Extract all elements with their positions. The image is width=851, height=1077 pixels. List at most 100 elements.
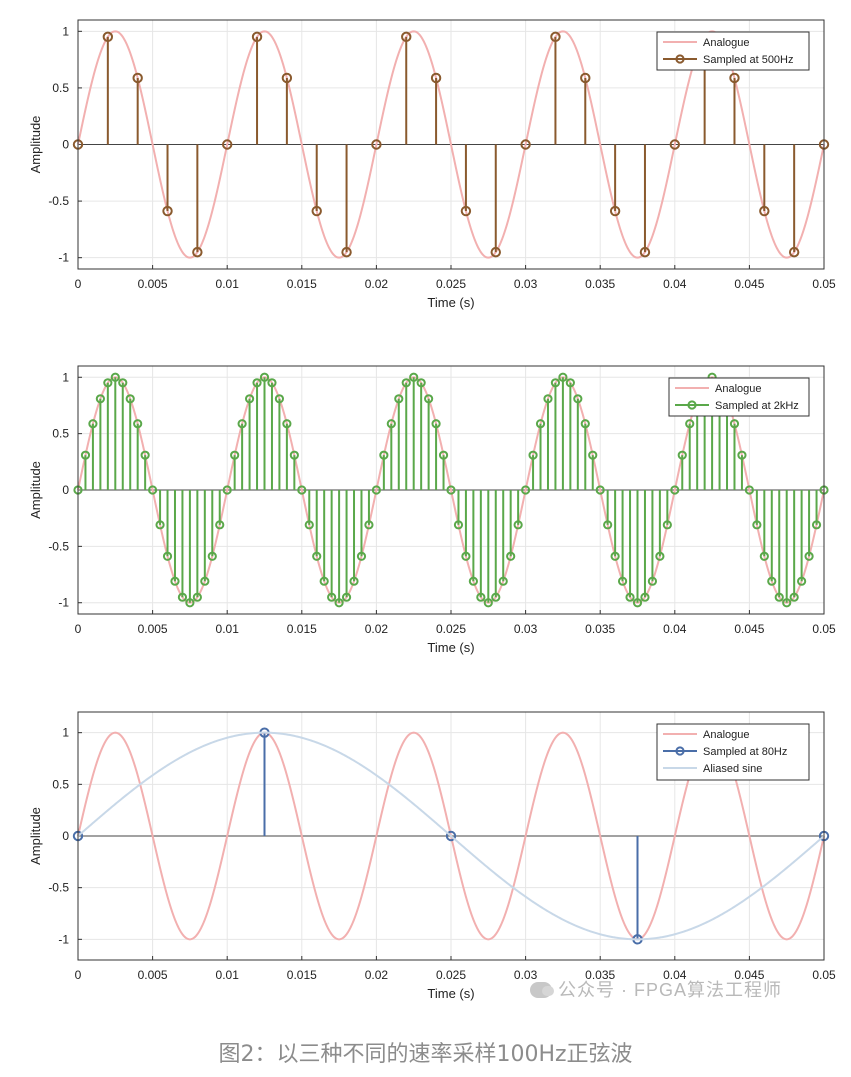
chart-panel-2: 0 0.005 0.01 0.015 0.02 0.025 0.03 0.035 0.04 0.0… bbox=[28, 365, 836, 655]
stem-marker bbox=[409, 372, 419, 382]
stem-marker bbox=[662, 520, 672, 530]
x-tick-label: 0.04 bbox=[663, 622, 687, 636]
stem-marker bbox=[312, 551, 322, 561]
x-tick-label: 0.05 bbox=[812, 277, 836, 291]
stem-marker bbox=[267, 378, 277, 388]
y-tick-label: 0.5 bbox=[52, 777, 69, 791]
y-tick-label: 0.5 bbox=[52, 81, 69, 95]
stem-marker bbox=[528, 450, 538, 460]
stem-marker bbox=[430, 72, 442, 84]
stem-marker bbox=[311, 205, 322, 217]
x-tick-label: 0.025 bbox=[436, 622, 466, 636]
stem-marker bbox=[677, 450, 687, 460]
legend-box bbox=[656, 31, 810, 71]
stem-marker bbox=[639, 246, 651, 258]
stem-marker bbox=[729, 72, 740, 84]
x-tick-label: 0.04 bbox=[663, 968, 687, 982]
stem-marker bbox=[669, 139, 680, 150]
stem-marker bbox=[244, 394, 255, 404]
legend-label: Sampled at 80Hz bbox=[703, 746, 787, 758]
stem-marker bbox=[148, 485, 158, 495]
stem-marker bbox=[609, 205, 621, 217]
stem-marker bbox=[573, 394, 583, 404]
stem-marker bbox=[162, 205, 173, 217]
stem-marker bbox=[259, 372, 270, 382]
stem-marker bbox=[192, 246, 203, 258]
stem-marker bbox=[804, 551, 814, 561]
legend-label: Analogue bbox=[703, 37, 750, 49]
x-tick-label: 0.02 bbox=[365, 622, 389, 636]
series-line-3 bbox=[77, 731, 825, 941]
stem-marker bbox=[133, 419, 143, 429]
x-tick-label: 0.005 bbox=[138, 277, 168, 291]
y-axis-label: Amplitude bbox=[28, 807, 43, 865]
y-tick-label: -0.5 bbox=[48, 194, 69, 208]
y-tick-label: -0.5 bbox=[48, 539, 69, 553]
stem-marker bbox=[685, 419, 695, 429]
stem-marker bbox=[155, 520, 165, 530]
stem-marker bbox=[580, 72, 591, 84]
axes-box bbox=[77, 711, 825, 961]
stem-marker bbox=[752, 520, 762, 530]
stem-marker bbox=[789, 592, 799, 602]
y-tick-label: -0.5 bbox=[48, 881, 69, 895]
stem-marker bbox=[460, 205, 472, 217]
stem-marker bbox=[670, 485, 680, 495]
stem-marker bbox=[737, 450, 747, 460]
stem-marker bbox=[297, 485, 307, 495]
x-axis-label: Time (s) bbox=[427, 295, 474, 310]
legend-label: Sampled at 2kHz bbox=[715, 400, 799, 412]
stem-marker bbox=[341, 592, 352, 602]
stem-marker bbox=[80, 450, 91, 460]
stem-marker bbox=[550, 378, 561, 388]
stem-marker bbox=[498, 576, 508, 586]
stem-marker bbox=[767, 576, 777, 586]
x-tick-label: 0.03 bbox=[514, 622, 538, 636]
stem-marker bbox=[170, 576, 180, 586]
stem-marker bbox=[774, 592, 784, 602]
x-tick-label: 0.045 bbox=[734, 277, 764, 291]
stem-marker bbox=[617, 576, 628, 586]
stem-marker bbox=[416, 378, 426, 388]
x-tick-label: 0.005 bbox=[138, 968, 168, 982]
x-tick-label: 0.035 bbox=[585, 622, 615, 636]
y-tick-label: -1 bbox=[58, 932, 69, 946]
stem-marker bbox=[558, 372, 568, 382]
stem-marker bbox=[729, 419, 740, 429]
stem-marker bbox=[379, 450, 389, 460]
x-tick-label: 0 bbox=[75, 968, 82, 982]
stem-marker bbox=[632, 598, 643, 608]
stem-marker bbox=[506, 551, 516, 561]
stem-marker bbox=[222, 139, 233, 150]
stem-marker bbox=[162, 551, 173, 561]
stem-marker bbox=[438, 450, 449, 460]
stem-marker bbox=[565, 378, 575, 388]
watermark: 公众号 · FPGA算法工程师 bbox=[530, 976, 782, 1002]
stem-marker bbox=[520, 139, 531, 150]
y-tick-label: -1 bbox=[58, 596, 69, 610]
stem-marker bbox=[490, 246, 501, 258]
y-tick-label: -1 bbox=[58, 251, 69, 265]
x-tick-label: 0.03 bbox=[514, 968, 538, 982]
x-tick-label: 0.025 bbox=[436, 968, 466, 982]
x-tick-label: 0.03 bbox=[514, 277, 538, 291]
legend-swatch-marker bbox=[675, 746, 685, 756]
stem-marker bbox=[140, 450, 150, 460]
stem-marker bbox=[655, 551, 665, 561]
x-tick-label: 0.05 bbox=[812, 968, 836, 982]
stem-marker bbox=[476, 592, 486, 602]
x-tick-label: 0.005 bbox=[138, 622, 168, 636]
stem-marker bbox=[215, 520, 225, 530]
y-tick-label: 0 bbox=[62, 483, 69, 497]
stem-marker bbox=[102, 31, 114, 43]
stem-marker bbox=[625, 592, 635, 602]
stem-marker bbox=[461, 551, 471, 561]
stem-marker bbox=[207, 551, 217, 561]
stem-marker bbox=[759, 551, 769, 561]
chart-panel-3: 0 0.005 0.01 0.015 0.02 0.025 0.03 0.035 0.04 0.0… bbox=[28, 711, 836, 1001]
stem-marker bbox=[521, 485, 531, 495]
y-axis-label: Amplitude bbox=[28, 116, 43, 174]
stem-marker bbox=[788, 246, 800, 258]
stem-marker bbox=[782, 598, 792, 608]
stem-marker bbox=[132, 72, 143, 84]
